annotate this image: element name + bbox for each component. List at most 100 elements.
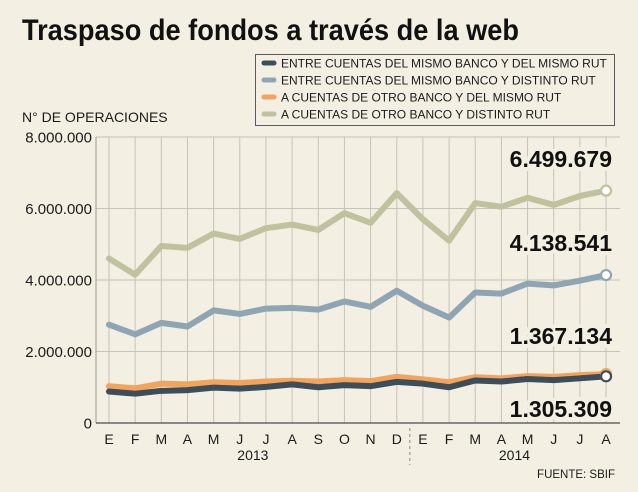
data-point — [237, 311, 243, 317]
y-tick-label: 2.000.000 — [25, 344, 92, 361]
x-tick-label: M — [469, 431, 481, 447]
x-tick-label: E — [104, 431, 113, 447]
y-axis-title: N° DE OPERACIONES — [22, 109, 168, 125]
data-point — [394, 379, 400, 385]
data-point — [420, 381, 426, 387]
data-point — [420, 303, 426, 309]
data-point — [341, 210, 347, 216]
legend: ENTRE CUENTAS DEL MISMO BANCO Y DEL MISM… — [255, 54, 615, 126]
series-line-1 — [106, 373, 610, 397]
data-point — [237, 386, 243, 392]
data-point — [498, 379, 504, 385]
data-point — [341, 298, 347, 304]
data-point — [577, 278, 583, 284]
y-tick-label: 4.000.000 — [25, 273, 92, 290]
data-point — [315, 384, 321, 390]
x-tick-label: D — [392, 431, 402, 447]
data-point — [315, 379, 321, 385]
x-tick-label: J — [236, 431, 243, 447]
data-point — [525, 281, 531, 287]
year-label: 2014 — [499, 447, 530, 463]
y-tick-label: 6.000.000 — [25, 201, 92, 218]
data-point — [446, 238, 452, 244]
legend-label: ENTRE CUENTAS DEL MISMO BANCO Y DEL MISM… — [281, 56, 607, 70]
x-tick-label: J — [262, 431, 269, 447]
legend-label: ENTRE CUENTAS DEL MISMO BANCO Y DISTINTO… — [281, 73, 596, 87]
data-point — [368, 304, 374, 310]
data-point — [263, 384, 269, 390]
data-point — [211, 307, 217, 313]
x-tick-label: J — [576, 431, 583, 447]
data-point — [368, 383, 374, 389]
data-point — [211, 385, 217, 391]
data-point — [315, 307, 321, 313]
data-point — [472, 290, 478, 296]
data-point — [289, 305, 295, 311]
data-point — [551, 202, 557, 208]
x-tick-label: N — [366, 431, 376, 447]
data-point — [341, 382, 347, 388]
legend-label: A CUENTAS DE OTRO BANCO Y DISTINTO RUT — [281, 107, 551, 121]
data-point — [289, 381, 295, 387]
x-tick-label: O — [339, 431, 350, 447]
data-point — [237, 236, 243, 242]
plot-series — [106, 187, 610, 397]
data-point — [446, 384, 452, 390]
data-point — [525, 376, 531, 382]
data-point — [263, 225, 269, 231]
end-value-label: 6.499.679 — [510, 146, 612, 172]
legend-item-4: A CUENTAS DE OTRO BANCO Y DISTINTO RUT — [261, 107, 551, 121]
end-value-labels: 1.305.309 4.138.541 1.367.134 6.499.679 — [506, 142, 617, 426]
data-point — [132, 391, 138, 397]
data-point — [263, 379, 269, 385]
data-point — [420, 216, 426, 222]
x-tick-label: J — [550, 431, 557, 447]
end-value-label: 4.138.541 — [510, 230, 613, 256]
data-point — [498, 291, 504, 297]
data-point — [106, 389, 112, 395]
data-point — [158, 320, 164, 326]
data-point — [551, 377, 557, 383]
x-tick-label: M — [155, 431, 167, 447]
legend-label: A CUENTAS DE OTRO BANCO Y DEL MISMO RUT — [281, 90, 562, 104]
data-point — [394, 190, 400, 196]
legend-item-1: ENTRE CUENTAS DEL MISMO BANCO Y DEL MISM… — [261, 56, 607, 70]
x-tick-label: A — [183, 431, 193, 447]
end-point-marker — [599, 268, 613, 282]
data-point — [237, 380, 243, 386]
end-point-marker — [599, 370, 613, 383]
data-point — [106, 383, 112, 389]
data-point — [263, 306, 269, 312]
y-tick-label: 0 — [84, 416, 92, 433]
x-tick-label: M — [208, 431, 220, 447]
year-label: 2013 — [237, 447, 268, 463]
chart-title: Traspaso de fondos a través de la web — [22, 14, 519, 47]
legend-item-3: A CUENTAS DE OTRO BANCO Y DEL MISMO RUT — [261, 90, 562, 104]
data-point — [525, 195, 531, 201]
data-point — [184, 387, 190, 393]
data-point — [551, 282, 557, 288]
data-point — [315, 227, 321, 233]
data-point — [184, 323, 190, 329]
data-point — [289, 222, 295, 228]
data-point — [394, 288, 400, 294]
x-tick-label: M — [522, 431, 534, 447]
data-point — [106, 322, 112, 328]
source-note: FUENTE: SBIF — [537, 469, 615, 481]
legend-item-2: ENTRE CUENTAS DEL MISMO BANCO Y DISTINTO… — [261, 73, 596, 87]
data-point — [106, 256, 112, 262]
x-tick-label: F — [131, 431, 140, 447]
data-point — [368, 220, 374, 226]
series-line-2 — [106, 272, 610, 338]
data-point — [211, 231, 217, 237]
x-tick-label: F — [445, 431, 454, 447]
end-markers — [599, 184, 613, 383]
data-point — [211, 379, 217, 385]
data-point — [472, 377, 478, 383]
legend-box — [255, 54, 615, 126]
x-tick-label: S — [314, 431, 323, 447]
x-tick-label: A — [497, 431, 507, 447]
end-point-marker — [599, 184, 613, 197]
